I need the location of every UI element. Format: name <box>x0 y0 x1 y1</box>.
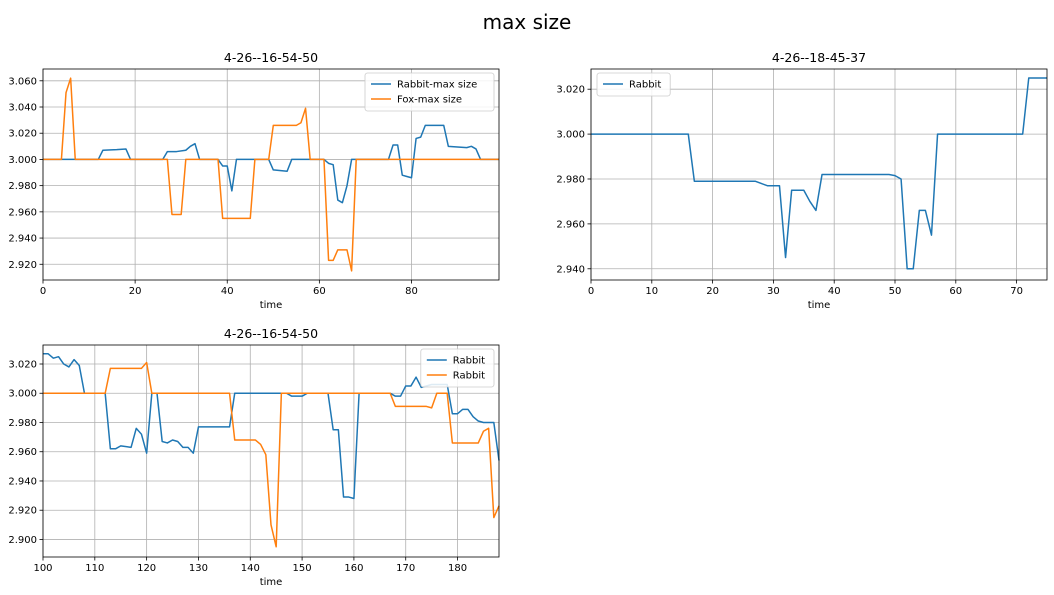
x-tick-label: 160 <box>344 563 363 574</box>
y-tick-label: 2.920 <box>8 506 37 517</box>
legend: Rabbit Rabbit <box>420 348 495 388</box>
y-tick-label: 3.020 <box>556 85 585 96</box>
y-tick-label: 3.020 <box>8 360 37 371</box>
axes-frame <box>42 344 500 558</box>
x-tick-label: 50 <box>889 286 902 297</box>
y-tick-label: 3.000 <box>8 155 37 166</box>
y-tick-label: 2.920 <box>8 260 37 271</box>
x-tick-label: 150 <box>293 563 312 574</box>
y-tick-label: 3.060 <box>8 76 37 87</box>
subplot-title: 4-26--16-54-50 <box>224 326 318 341</box>
y-tick-label: 2.960 <box>556 219 585 230</box>
legend: Rabbit-max size Fox-max size <box>364 72 495 112</box>
legend-box <box>364 72 495 112</box>
subplot-top-right: 0 10 20 30 40 50 60 70 2.940 2.960 2.980 3.000 3.020… <box>548 40 1054 320</box>
axes-frame <box>42 68 500 281</box>
y-tick-label: 2.940 <box>8 234 37 245</box>
x-tick-label: 0 <box>588 286 594 297</box>
y-tick-label: 3.040 <box>8 103 37 114</box>
legend-entry: Rabbit <box>453 356 485 367</box>
y-tick-label: 3.000 <box>556 130 585 141</box>
y-tick-label: 3.000 <box>8 389 37 400</box>
x-tick-label: 20 <box>129 286 142 297</box>
x-tick-label: 30 <box>767 286 780 297</box>
x-tick-label: 60 <box>949 286 962 297</box>
x-tick-label: 100 <box>33 563 52 574</box>
subplot-bottom-left: 100 110 120 130 140 150 160 170 180 2.900 2.920 2.9… <box>0 316 520 595</box>
plot-area <box>591 69 1047 280</box>
figure-title: max size <box>482 10 572 34</box>
x-tick-label: 10 <box>645 286 658 297</box>
x-tick-label: 80 <box>405 286 418 297</box>
y-tick-label: 2.980 <box>8 181 37 192</box>
y-tick-label: 2.960 <box>8 447 37 458</box>
y-tick-label: 2.960 <box>8 207 37 218</box>
x-tick-label: 0 <box>40 286 46 297</box>
y-tick-label: 2.980 <box>8 418 37 429</box>
series-line-2 <box>43 361 500 548</box>
y-tick-label: 2.940 <box>8 476 37 487</box>
legend: Rabbit <box>596 72 671 97</box>
legend-entry: Rabbit <box>453 371 485 382</box>
y-tick-label: 2.940 <box>556 264 585 275</box>
subplot-title: 4-26--18-45-37 <box>772 50 866 65</box>
legend-entry: Fox-max size <box>397 95 462 106</box>
series-line-1 <box>591 77 1047 270</box>
x-tick-label: 130 <box>189 563 208 574</box>
x-axis-label: time <box>260 577 283 588</box>
series-line-2 <box>43 77 499 272</box>
legend-box <box>596 72 671 97</box>
x-tick-label: 170 <box>396 563 415 574</box>
x-tick-label: 70 <box>1010 286 1023 297</box>
chart-svg-top-left: 0 20 40 60 80 2.920 2.940 2.960 2.980 3.000 3.020 3… <box>8 50 500 311</box>
x-axis-label: time <box>808 300 831 311</box>
x-tick-label: 120 <box>137 563 156 574</box>
x-tick-label: 60 <box>313 286 326 297</box>
legend-entry: Rabbit <box>629 80 661 91</box>
series-line-1 <box>43 124 499 204</box>
x-tick-label: 20 <box>706 286 719 297</box>
chart-svg-bottom-left: 100 110 120 130 140 150 160 170 180 2.900 2.920 2.9… <box>8 326 500 588</box>
y-tick-label: 2.980 <box>556 174 585 185</box>
legend-box <box>420 348 495 388</box>
x-tick-label: 180 <box>448 563 467 574</box>
chart-svg-top-right: 0 10 20 30 40 50 60 70 2.940 2.960 2.980 3.000 3.020… <box>556 50 1048 311</box>
axes-frame <box>590 68 1048 281</box>
x-tick-label: 110 <box>85 563 104 574</box>
subplot-top-left: 0 20 40 60 80 2.920 2.940 2.960 2.980 3.000 3.020 3… <box>0 40 520 320</box>
y-tick-label: 2.900 <box>8 535 37 546</box>
x-axis-label: time <box>260 300 283 311</box>
x-tick-label: 140 <box>241 563 260 574</box>
subplot-title: 4-26--16-54-50 <box>224 50 318 65</box>
y-tick-label: 3.020 <box>8 129 37 140</box>
x-tick-label: 40 <box>828 286 841 297</box>
x-tick-label: 40 <box>221 286 234 297</box>
legend-entry: Rabbit-max size <box>397 80 477 91</box>
